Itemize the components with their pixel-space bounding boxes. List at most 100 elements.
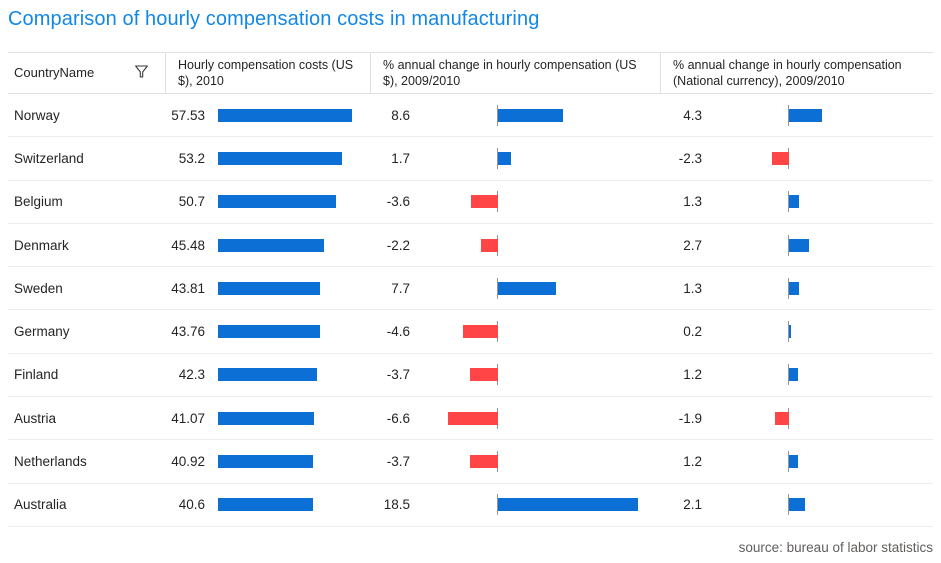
table-row[interactable]: Norway 57.53 8.6 4.3 (8, 94, 933, 138)
nc-change-value: -2.3 (678, 150, 702, 166)
nc-change-cell: 1.3 (660, 267, 933, 309)
usd-change-bar-plot (448, 310, 638, 352)
nc-change-value: 1.2 (683, 454, 702, 470)
usd-change-value: -2.2 (386, 237, 410, 253)
country-label: Denmark (14, 237, 69, 253)
nc-change-cell: -1.9 (660, 397, 933, 439)
nc-change-bar (772, 151, 789, 165)
cost-bar (218, 455, 313, 469)
country-label: Germany (14, 324, 70, 340)
table-row[interactable]: Switzerland 53.2 1.7 -2.3 (8, 137, 933, 181)
country-label: Switzerland (14, 150, 84, 166)
country-label: Austria (14, 410, 57, 426)
country-label: Norway (14, 107, 60, 123)
usd-change-cell: 18.5 (370, 484, 660, 526)
cost-cell: 40.92 (165, 440, 370, 482)
usd-change-bar-plot (448, 440, 638, 482)
nc-change-bar-plot (739, 94, 929, 136)
usd-change-value: 7.7 (391, 280, 410, 296)
nc-change-cell: 1.3 (660, 181, 933, 223)
nc-change-bar-plot (739, 224, 929, 266)
cost-bar-plot (218, 224, 360, 266)
usd-change-bar (470, 368, 498, 382)
cost-bar (218, 238, 324, 252)
table-row[interactable]: Belgium 50.7 -3.6 1.3 (8, 181, 933, 224)
cost-value: 43.81 (171, 280, 205, 296)
cost-cell: 57.53 (165, 94, 370, 136)
usd-change-cell: -6.6 (370, 397, 660, 439)
nc-change-cell: 0.2 (660, 310, 933, 352)
country-label: Australia (14, 497, 67, 513)
nc-change-bar (789, 498, 805, 512)
usd-change-bar (463, 325, 498, 339)
nc-change-value: -1.9 (678, 410, 702, 426)
nc-change-bar-plot (739, 137, 929, 179)
nc-change-bar (789, 195, 799, 209)
cost-value: 45.48 (171, 237, 205, 253)
column-header-cost[interactable]: Hourly compensation costs (US $), 2010 (165, 53, 370, 93)
usd-change-bar (498, 281, 556, 295)
source-note: source: bureau of labor statistics (738, 539, 933, 555)
cost-bar-plot (218, 94, 360, 136)
nc-change-value: 1.2 (683, 367, 702, 383)
cost-value: 50.7 (178, 194, 205, 210)
cost-bar (218, 195, 336, 209)
nc-change-value: 1.3 (683, 280, 702, 296)
cost-bar-plot (218, 310, 360, 352)
axis-tick (788, 321, 789, 343)
axis-tick (788, 104, 789, 126)
usd-change-cell: 7.7 (370, 267, 660, 309)
table-row[interactable]: Austria 41.07 -6.6 -1.9 (8, 397, 933, 441)
table-row[interactable]: Denmark 45.48 -2.2 2.7 (8, 224, 933, 268)
table-header-row: CountryName Hourly compensation costs (U… (8, 53, 933, 94)
usd-change-bar-plot (448, 397, 638, 439)
nc-change-cell: 2.1 (660, 484, 933, 526)
usd-change-bar (471, 195, 498, 209)
axis-tick (788, 451, 789, 473)
nc-change-bar-plot (739, 267, 929, 309)
cost-bar-plot (218, 354, 360, 396)
cost-cell: 43.81 (165, 267, 370, 309)
column-header-country[interactable]: CountryName (8, 53, 165, 93)
usd-change-bar-plot (448, 94, 638, 136)
usd-change-value: -4.6 (386, 324, 410, 340)
cost-value: 42.3 (178, 367, 205, 383)
filter-icon[interactable] (134, 64, 149, 83)
column-header-country-label: CountryName (14, 65, 95, 80)
axis-tick (497, 147, 498, 169)
table-row[interactable]: Germany 43.76 -4.6 0.2 (8, 310, 933, 354)
cost-bar (218, 411, 314, 425)
table-row[interactable]: Australia 40.6 18.5 2.1 (8, 484, 933, 527)
axis-tick (788, 191, 789, 213)
usd-change-bar-plot (448, 181, 638, 223)
usd-change-bar-plot (448, 137, 638, 179)
nc-change-bar-plot (739, 310, 929, 352)
usd-change-value: -6.6 (386, 410, 410, 426)
cost-bar-plot (218, 397, 360, 439)
table-row[interactable]: Finland 42.3 -3.7 1.2 (8, 354, 933, 398)
table-row[interactable]: Sweden 43.81 7.7 1.3 (8, 267, 933, 311)
cost-value: 40.92 (171, 454, 205, 470)
axis-tick (497, 104, 498, 126)
nc-change-cell: 4.3 (660, 94, 933, 136)
usd-change-bar-plot (448, 224, 638, 266)
cost-bar-plot (218, 440, 360, 482)
nc-change-bar-plot (739, 484, 929, 526)
usd-change-cell: 8.6 (370, 94, 660, 136)
column-header-usd-change[interactable]: % annual change in hourly compensation (… (370, 53, 660, 93)
cost-bar-plot (218, 137, 360, 179)
nc-change-bar (789, 368, 798, 382)
usd-change-bar (448, 411, 498, 425)
usd-change-cell: -2.2 (370, 224, 660, 266)
axis-tick (788, 364, 789, 386)
column-header-nc-change[interactable]: % annual change in hourly compensation (… (660, 53, 933, 93)
axis-tick (788, 494, 789, 516)
cost-value: 43.76 (171, 324, 205, 340)
nc-change-bar (789, 455, 798, 469)
cost-bar (218, 325, 320, 339)
usd-change-bar (470, 455, 498, 469)
usd-change-value: 8.6 (391, 107, 410, 123)
table-row[interactable]: Netherlands 40.92 -3.7 1.2 (8, 440, 933, 484)
table-body: Norway 57.53 8.6 4.3 Switzerland 53.2 (8, 94, 933, 527)
axis-tick (497, 277, 498, 299)
